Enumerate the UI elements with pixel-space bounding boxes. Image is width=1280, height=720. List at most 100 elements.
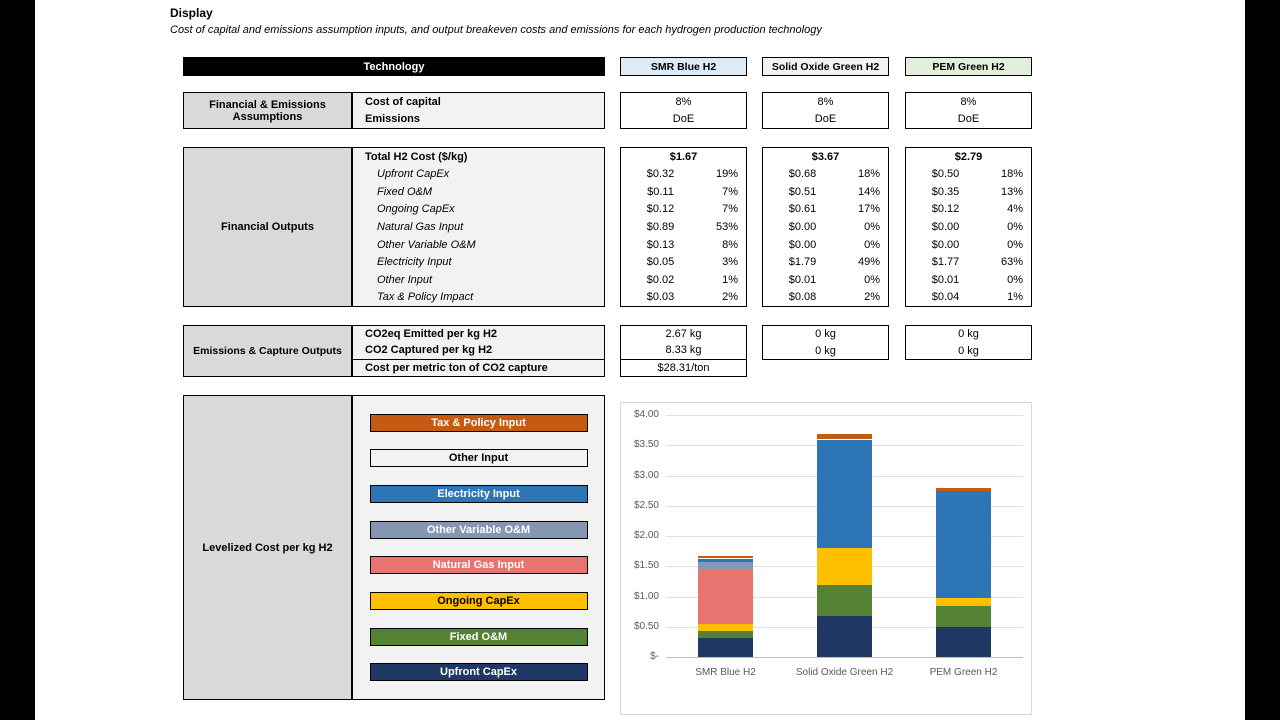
financial-value-row: $0.12 4%: [906, 201, 1031, 219]
co2eq-emitted-smr: 2.67 kg: [665, 328, 702, 341]
cost-value: $0.89: [646, 221, 675, 234]
cost-value: $0.12: [931, 203, 960, 216]
cost-percent: 2%: [864, 291, 880, 304]
letterbox-right: [1245, 0, 1280, 720]
y-axis-tick-label: $1.00: [633, 590, 659, 602]
financial-value-row: $0.11 7%: [621, 183, 746, 201]
chart-gridline: [666, 657, 1023, 658]
total-h2-cost-value: $1.67: [669, 150, 698, 163]
cost-value: $0.32: [646, 168, 675, 181]
financial-value-row: $0.89 53%: [621, 218, 746, 236]
financial-value-row: $0.00 0%: [906, 218, 1031, 236]
financial-value-row: $0.13 8%: [621, 236, 746, 254]
row-label-co2eq-emitted: CO2eq Emitted per kg H2: [365, 328, 498, 341]
chart-plot-area: [666, 415, 1023, 658]
y-axis-tick-label: $1.50: [633, 560, 659, 572]
legend-fixed-o-m[interactable]: Fixed O&M: [369, 627, 588, 646]
chart-gridline: [666, 415, 1023, 416]
financial-value-row: $0.00 0%: [906, 236, 1031, 254]
cost-percent: 14%: [857, 185, 880, 198]
row-label-co2-captured: CO2 Captured per kg H2: [365, 344, 493, 357]
legend-other-variable-o-m[interactable]: Other Variable O&M: [369, 520, 588, 539]
financial-value-row: $0.02 1%: [621, 271, 746, 289]
y-axis-tick-label: $2.00: [633, 530, 659, 541]
segment-other-input: [698, 557, 753, 560]
capture-cost-smr: $28.31/ton: [621, 358, 746, 376]
segment-upfront-capex: [936, 626, 991, 657]
row-label-cost-per-ton-capture: Cost per metric ton of CO2 capture: [353, 358, 604, 376]
emissions-input-solid-oxide[interactable]: DoE: [814, 113, 837, 126]
co2-captured-pem: 0 kg: [958, 344, 979, 357]
cost-percent: 3%: [722, 256, 738, 269]
y-axis-tick-label: $0.50: [633, 620, 659, 632]
segment-ongoing-capex: [817, 548, 872, 586]
legend-ongoing-capex[interactable]: Ongoing CapEx: [369, 591, 588, 610]
row-label-natural-gas-input: Natural Gas Input: [377, 221, 464, 234]
emissions-input-smr[interactable]: DoE: [672, 113, 695, 126]
section-label-emissions-outputs: Emissions & Capture Outputs: [183, 325, 352, 377]
page-title: Display: [170, 6, 213, 20]
segment-fixed-o-m: [817, 585, 872, 616]
y-axis-tick-label: $-: [650, 651, 659, 662]
cost-value: $0.04: [931, 291, 960, 304]
emissions-input-pem[interactable]: DoE: [957, 113, 980, 126]
financial-value-row: $0.04 1%: [906, 289, 1031, 307]
cost-value: $1.77: [931, 256, 960, 269]
chart-legend-panel: Tax & Policy Input Other Input Electricity…: [352, 395, 605, 700]
legend-tax-policy-input[interactable]: Tax & Policy Input: [369, 413, 588, 432]
cost-value: $0.61: [788, 203, 817, 216]
cost-value: $0.00: [931, 221, 960, 234]
segment-other-input: [936, 490, 991, 492]
total-h2-cost-value: $2.79: [954, 150, 983, 163]
stacked-bar-smr-blue-h2: [698, 556, 753, 657]
cost-percent: 7%: [722, 185, 738, 198]
row-label-tax-policy-impact: Tax & Policy Impact: [377, 291, 474, 304]
cost-value: $0.05: [646, 256, 675, 269]
cost-value: $0.03: [646, 291, 675, 304]
x-axis-category-label: Solid Oxide Green H2: [795, 667, 894, 678]
legend-upfront-capex[interactable]: Upfront CapEx: [369, 663, 588, 682]
segment-other-variable-o-m: [698, 562, 753, 570]
cost-value: $0.08: [788, 291, 817, 304]
assumptions-values-solid-oxide: 8% DoE: [762, 92, 889, 129]
legend-other-input[interactable]: Other Input: [369, 449, 588, 468]
segment-electricity-input: [936, 491, 991, 599]
legend-natural-gas-input[interactable]: Natural Gas Input: [369, 556, 588, 575]
emissions-row-labels: CO2eq Emitted per kg H2 CO2 Captured per…: [352, 325, 605, 377]
cost-percent: 4%: [1007, 203, 1023, 216]
segment-ongoing-capex: [936, 598, 991, 606]
row-label-ongoing-capex: Ongoing CapEx: [377, 203, 455, 216]
row-label-total-h2-cost: Total H2 Cost ($/kg): [365, 150, 468, 163]
assumptions-values-pem: 8% DoE: [905, 92, 1032, 129]
cost-percent: 0%: [864, 238, 880, 251]
levelized-cost-chart: $- $0.50 $1.00 $1.50 $2.00 $2.50 $3.00 $3.50 $4.…: [620, 402, 1032, 715]
y-axis-tick-label: $2.50: [633, 499, 659, 511]
cost-value: $0.68: [788, 168, 817, 181]
y-axis-tick-label: $3.50: [633, 439, 659, 451]
emissions-values-pem: 0 kg 0 kg: [905, 325, 1032, 360]
financial-value-row: $0.50 18%: [906, 166, 1031, 184]
cost-value: $0.35: [931, 185, 960, 198]
segment-electricity-input: [817, 439, 872, 549]
financial-value-row: $0.01 0%: [906, 271, 1031, 289]
section-label-assumptions: Financial & Emissions Assumptions: [183, 92, 352, 129]
cost-percent: 1%: [722, 273, 738, 286]
tech-header-smr-blue-h2: SMR Blue H2: [620, 57, 747, 76]
section-label-levelized-cost: Levelized Cost per kg H2: [183, 395, 352, 700]
cost-of-capital-input-pem[interactable]: 8%: [960, 95, 977, 108]
row-label-other-variable-o-m: Other Variable O&M: [377, 238, 476, 251]
cost-percent: 19%: [715, 168, 738, 181]
financial-output-row-labels: Total H2 Cost ($/kg) Upfront CapEx Fixed O…: [352, 147, 605, 307]
cost-percent: 0%: [1007, 273, 1023, 286]
page-subtitle: Cost of capital and emissions assumption…: [170, 24, 822, 36]
cost-value: $0.01: [931, 273, 960, 286]
cost-percent: 0%: [864, 221, 880, 234]
cost-percent: 18%: [857, 168, 880, 181]
financial-value-row: $0.68 18%: [763, 166, 888, 184]
cost-of-capital-input-smr[interactable]: 8%: [675, 95, 692, 108]
legend-electricity-input[interactable]: Electricity Input: [369, 484, 588, 503]
co2eq-emitted-pem: 0 kg: [958, 328, 979, 341]
financial-value-row: $0.05 3%: [621, 253, 746, 271]
cost-of-capital-input-solid-oxide[interactable]: 8%: [817, 95, 834, 108]
financial-values-solid-oxide: $3.67 $0.68 18% $0.51 14% $0.61 17% $0.00 0% $0.0…: [762, 147, 889, 307]
